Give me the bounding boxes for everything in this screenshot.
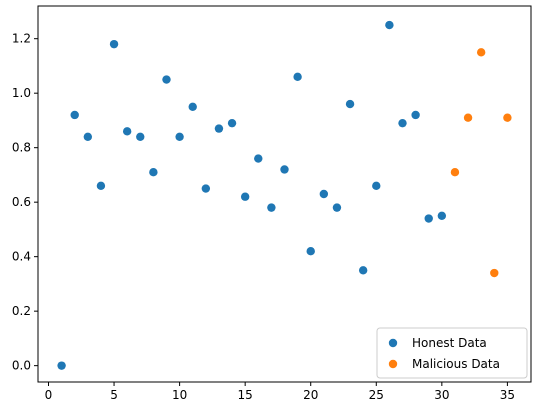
x-tick-label: 0	[45, 388, 53, 402]
honest-data-point	[267, 203, 276, 212]
y-tick-label: 1.0	[12, 86, 31, 100]
y-tick-label: 0.0	[12, 359, 31, 373]
honest-data-point	[214, 124, 224, 133]
honest-data-point	[293, 72, 302, 82]
x-tick-label: 20	[303, 388, 318, 402]
honest-data-point	[240, 192, 250, 201]
y-axis: 0.0 0.2 0.4 0.6 0.8 1.0 1.2	[12, 32, 38, 373]
legend-box	[376, 327, 528, 379]
honest-data-point	[411, 110, 420, 120]
legend-label: Malicious Data	[412, 357, 500, 371]
y-tick-label: 0.4	[12, 250, 31, 264]
honest-data-point	[57, 361, 66, 370]
honest-data-point	[109, 39, 119, 49]
honest-data-point	[227, 118, 237, 128]
honest-data-point	[96, 181, 106, 191]
honest-data-point	[385, 20, 394, 30]
honest-data-point	[175, 132, 184, 141]
legend: Honest Data Malicious Data	[376, 327, 528, 379]
y-tick-label: 0.2	[12, 304, 31, 318]
legend-marker	[388, 359, 398, 369]
honest-data-point	[122, 127, 132, 136]
malicious-data-point	[450, 168, 460, 177]
axes-frame	[37, 5, 532, 383]
x-tick-label: 35	[500, 388, 515, 402]
malicious-data-point	[476, 48, 486, 57]
malicious-data-point	[503, 113, 512, 122]
honest-data-point	[201, 184, 211, 193]
y-tick-label: 0.6	[12, 195, 31, 209]
honest-data-point	[319, 189, 329, 199]
honest-data-point	[345, 99, 355, 109]
data-points	[57, 20, 512, 370]
x-tick-label: 25	[369, 388, 384, 402]
honest-data-point	[372, 181, 381, 191]
honest-data-point	[149, 168, 158, 177]
honest-data-point	[162, 75, 171, 84]
legend-marker	[388, 338, 398, 348]
y-tick-label: 1.2	[12, 32, 31, 46]
malicious-data-point	[490, 268, 499, 278]
honest-data-point	[398, 118, 407, 128]
honest-data-point	[358, 266, 368, 275]
legend-label: Honest Data	[412, 336, 487, 350]
honest-data-point	[254, 154, 263, 163]
y-tick-label: 0.8	[12, 141, 31, 155]
honest-data-point	[188, 102, 197, 112]
honest-data-point	[306, 247, 315, 256]
honest-data-point	[437, 211, 447, 220]
honest-data-point	[83, 132, 93, 141]
honest-data-point	[70, 110, 79, 120]
x-tick-label: 30	[434, 388, 449, 402]
x-tick-label: 10	[172, 388, 187, 402]
honest-data-point	[280, 165, 289, 174]
honest-data-point	[136, 132, 145, 141]
x-axis: 0 5 10 15 20 25 30 35	[45, 382, 515, 402]
honest-data-point	[424, 214, 433, 223]
honest-data-point	[332, 203, 342, 212]
x-tick-label: 5	[110, 388, 118, 402]
x-tick-label: 15	[238, 388, 253, 402]
malicious-data-point	[463, 113, 473, 122]
